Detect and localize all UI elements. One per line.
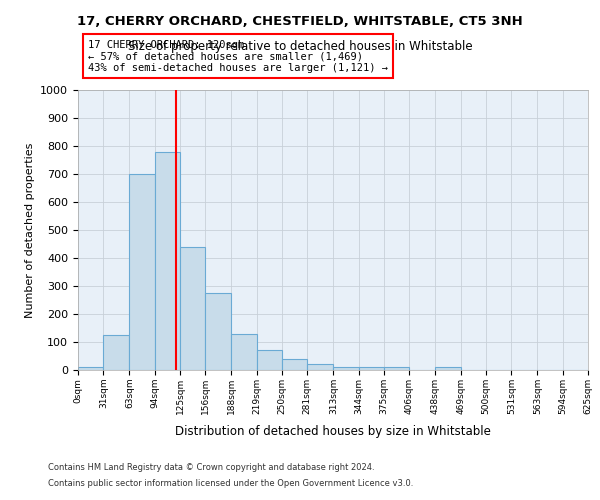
Bar [307,364,334,370]
Bar [384,367,409,370]
Bar [334,367,359,370]
Bar [155,152,180,370]
Text: 17 CHERRY ORCHARD: 120sqm
← 57% of detached houses are smaller (1,469)
43% of se: 17 CHERRY ORCHARD: 120sqm ← 57% of detac… [88,40,388,73]
Bar [436,367,461,370]
X-axis label: Distribution of detached houses by size in Whitstable: Distribution of detached houses by size … [175,425,491,438]
Bar [205,293,232,370]
Text: Contains public sector information licensed under the Open Government Licence v3: Contains public sector information licen… [48,478,413,488]
Text: Size of property relative to detached houses in Whitstable: Size of property relative to detached ho… [128,40,472,53]
Bar [103,335,130,370]
Text: Contains HM Land Registry data © Crown copyright and database right 2024.: Contains HM Land Registry data © Crown c… [48,464,374,472]
Bar [180,247,205,370]
Bar [282,360,307,370]
Bar [359,367,384,370]
Y-axis label: Number of detached properties: Number of detached properties [25,142,35,318]
Bar [78,367,103,370]
Bar [130,174,155,370]
Bar [257,350,282,370]
Bar [232,334,257,370]
Text: 17, CHERRY ORCHARD, CHESTFIELD, WHITSTABLE, CT5 3NH: 17, CHERRY ORCHARD, CHESTFIELD, WHITSTAB… [77,15,523,28]
